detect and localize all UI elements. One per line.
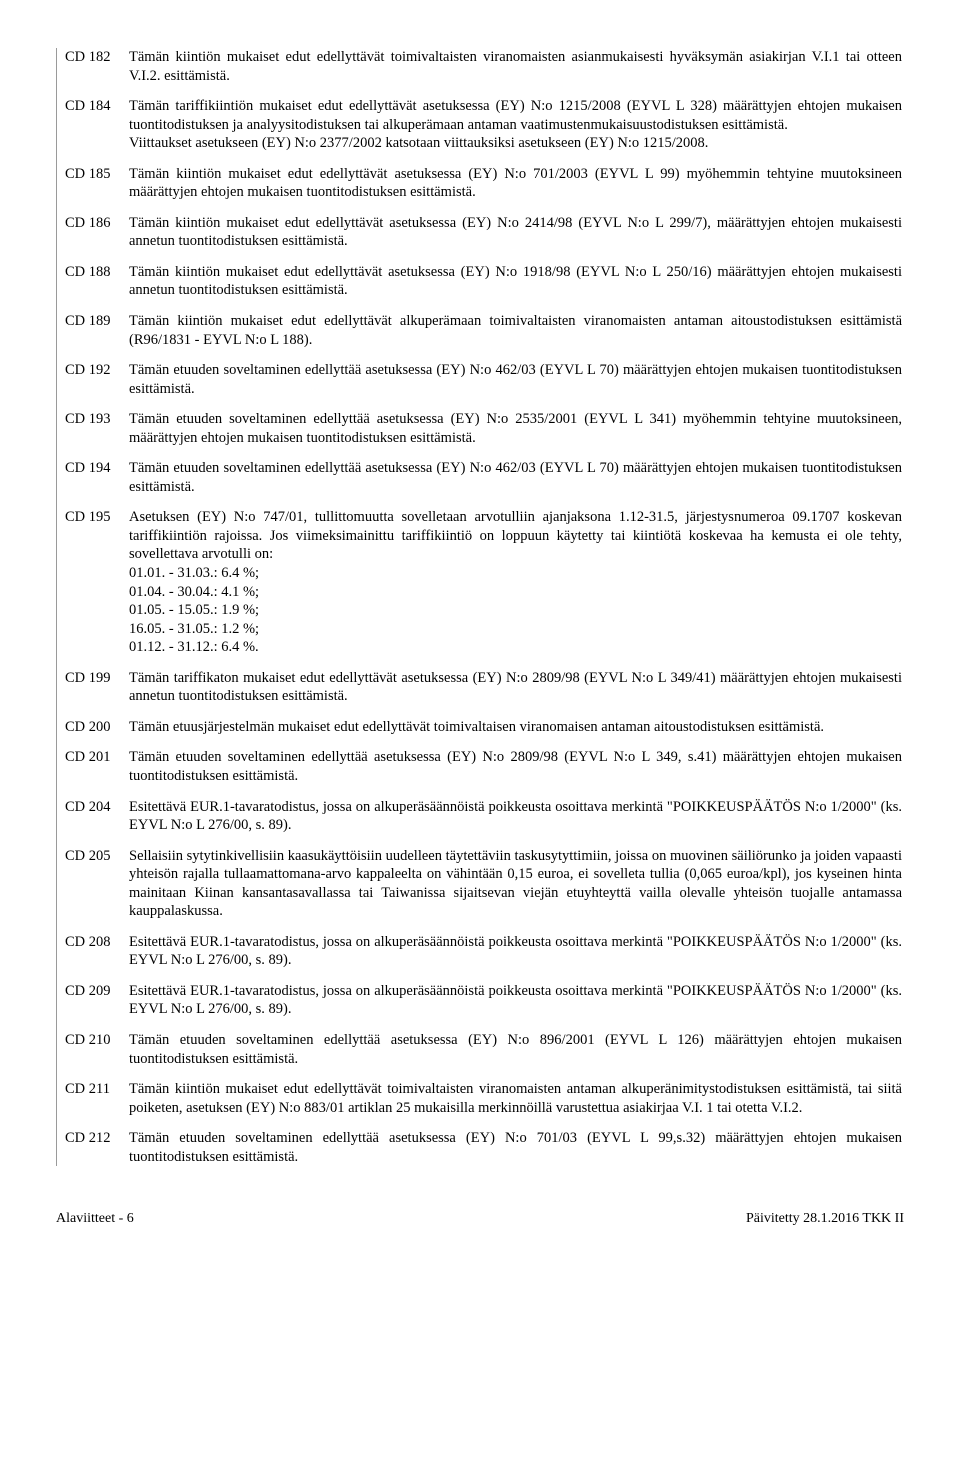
entry-row: CD 184Tämän tariffikiintiön mukaiset edu… (57, 97, 904, 153)
page-footer: Alaviitteet - 6 Päivitetty 28.1.2016 TKK… (56, 1210, 904, 1228)
entry-row: CD 189Tämän kiintiön mukaiset edut edell… (57, 312, 904, 349)
entry-code: CD 205 (57, 847, 129, 921)
entry-description: Tämän kiintiön mukaiset edut edellyttävä… (129, 1080, 904, 1117)
entry-code: CD 204 (57, 798, 129, 835)
entry-row: CD 185Tämän kiintiön mukaiset edut edell… (57, 165, 904, 202)
entry-paragraph: Tämän etuuden soveltaminen edellyttää as… (129, 410, 902, 447)
footer-right: Päivitetty 28.1.2016 TKK II (746, 1210, 904, 1228)
entry-description: Tämän tariffikiintiön mukaiset edut edel… (129, 97, 904, 153)
entry-paragraph: Tämän tariffikaton mukaiset edut edellyt… (129, 669, 902, 706)
entry-code: CD 209 (57, 982, 129, 1019)
footer-left: Alaviitteet - 6 (56, 1210, 134, 1228)
entry-code: CD 182 (57, 48, 129, 85)
entry-description: Asetuksen (EY) N:o 747/01, tullittomuutt… (129, 508, 904, 656)
entry-row: CD 199Tämän tariffikaton mukaiset edut e… (57, 669, 904, 706)
entry-row: CD 194Tämän etuuden soveltaminen edellyt… (57, 459, 904, 496)
entry-paragraph: Esitettävä EUR.1-tavaratodistus, jossa o… (129, 798, 902, 835)
entry-row: CD 212Tämän etuuden soveltaminen edellyt… (57, 1129, 904, 1166)
entry-row: CD 211Tämän kiintiön mukaiset edut edell… (57, 1080, 904, 1117)
entry-paragraph: Tämän etuuden soveltaminen edellyttää as… (129, 1129, 902, 1166)
entry-description: Esitettävä EUR.1-tavaratodistus, jossa o… (129, 933, 904, 970)
rate-line: 01.12. - 31.12.: 6.4 %. (129, 638, 902, 657)
entry-paragraph: Tämän kiintiön mukaiset edut edellyttävä… (129, 214, 902, 251)
entry-description: Tämän kiintiön mukaiset edut edellyttävä… (129, 214, 904, 251)
entry-paragraph: Tämän tariffikiintiön mukaiset edut edel… (129, 97, 902, 134)
entry-paragraph: Tämän kiintiön mukaiset edut edellyttävä… (129, 1080, 902, 1117)
entry-description: Sellaisiin sytytinkivellisiin kaasukäytt… (129, 847, 904, 921)
entry-paragraph: Tämän kiintiön mukaiset edut edellyttävä… (129, 165, 902, 202)
entry-code: CD 195 (57, 508, 129, 656)
entry-row: CD 186Tämän kiintiön mukaiset edut edell… (57, 214, 904, 251)
entry-row: CD 201Tämän etuuden soveltaminen edellyt… (57, 748, 904, 785)
entry-code: CD 189 (57, 312, 129, 349)
entry-paragraph: Sellaisiin sytytinkivellisiin kaasukäytt… (129, 847, 902, 921)
entry-code: CD 185 (57, 165, 129, 202)
entry-description: Tämän etuuden soveltaminen edellyttää as… (129, 361, 904, 398)
entry-description: Tämän tariffikaton mukaiset edut edellyt… (129, 669, 904, 706)
entry-code: CD 192 (57, 361, 129, 398)
entry-code: CD 199 (57, 669, 129, 706)
entry-row: CD 195Asetuksen (EY) N:o 747/01, tullitt… (57, 508, 904, 656)
entry-code: CD 193 (57, 410, 129, 447)
entry-code: CD 200 (57, 718, 129, 737)
entry-paragraph: Tämän etuusjärjestelmän mukaiset edut ed… (129, 718, 902, 737)
entry-row: CD 193Tämän etuuden soveltaminen edellyt… (57, 410, 904, 447)
rate-list: 01.01. - 31.03.: 6.4 %;01.04. - 30.04.: … (129, 564, 902, 657)
entry-code: CD 208 (57, 933, 129, 970)
entry-row: CD 209Esitettävä EUR.1-tavaratodistus, j… (57, 982, 904, 1019)
entry-description: Tämän kiintiön mukaiset edut edellyttävä… (129, 48, 904, 85)
rate-line: 16.05. - 31.05.: 1.2 %; (129, 620, 902, 639)
entry-description: Tämän kiintiön mukaiset edut edellyttävä… (129, 312, 904, 349)
entry-paragraph: Esitettävä EUR.1-tavaratodistus, jossa o… (129, 933, 902, 970)
entry-description: Tämän etuuden soveltaminen edellyttää as… (129, 1129, 904, 1166)
entry-description: Tämän kiintiön mukaiset edut edellyttävä… (129, 263, 904, 300)
entry-row: CD 192Tämän etuuden soveltaminen edellyt… (57, 361, 904, 398)
entry-row: CD 205Sellaisiin sytytinkivellisiin kaas… (57, 847, 904, 921)
entry-paragraph: Tämän etuuden soveltaminen edellyttää as… (129, 459, 902, 496)
entries-list: CD 182Tämän kiintiön mukaiset edut edell… (56, 48, 904, 1166)
entry-row: CD 210Tämän etuuden soveltaminen edellyt… (57, 1031, 904, 1068)
entry-code: CD 210 (57, 1031, 129, 1068)
entry-row: CD 200Tämän etuusjärjestelmän mukaiset e… (57, 718, 904, 737)
entry-paragraph: Tämän kiintiön mukaiset edut edellyttävä… (129, 263, 902, 300)
entry-description: Tämän etuusjärjestelmän mukaiset edut ed… (129, 718, 904, 737)
entry-row: CD 204Esitettävä EUR.1-tavaratodistus, j… (57, 798, 904, 835)
entry-paragraph: Viittaukset asetukseen (EY) N:o 2377/200… (129, 134, 902, 153)
entry-description: Tämän kiintiön mukaiset edut edellyttävä… (129, 165, 904, 202)
entry-paragraph: Tämän etuuden soveltaminen edellyttää as… (129, 1031, 902, 1068)
entry-code: CD 186 (57, 214, 129, 251)
entry-description: Tämän etuuden soveltaminen edellyttää as… (129, 410, 904, 447)
entry-description: Esitettävä EUR.1-tavaratodistus, jossa o… (129, 982, 904, 1019)
entry-paragraph: Tämän etuuden soveltaminen edellyttää as… (129, 748, 902, 785)
entry-paragraph: Tämän kiintiön mukaiset edut edellyttävä… (129, 312, 902, 349)
entry-paragraph: Asetuksen (EY) N:o 747/01, tullittomuutt… (129, 508, 902, 564)
entry-description: Esitettävä EUR.1-tavaratodistus, jossa o… (129, 798, 904, 835)
entry-description: Tämän etuuden soveltaminen edellyttää as… (129, 459, 904, 496)
rate-line: 01.01. - 31.03.: 6.4 %; (129, 564, 902, 583)
entry-row: CD 188Tämän kiintiön mukaiset edut edell… (57, 263, 904, 300)
entry-paragraph: Tämän etuuden soveltaminen edellyttää as… (129, 361, 902, 398)
entry-paragraph: Tämän kiintiön mukaiset edut edellyttävä… (129, 48, 902, 85)
entry-code: CD 188 (57, 263, 129, 300)
entry-code: CD 201 (57, 748, 129, 785)
entry-row: CD 182Tämän kiintiön mukaiset edut edell… (57, 48, 904, 85)
entry-description: Tämän etuuden soveltaminen edellyttää as… (129, 748, 904, 785)
entry-code: CD 194 (57, 459, 129, 496)
entry-row: CD 208Esitettävä EUR.1-tavaratodistus, j… (57, 933, 904, 970)
rate-line: 01.04. - 30.04.: 4.1 %; (129, 583, 902, 602)
rate-line: 01.05. - 15.05.: 1.9 %; (129, 601, 902, 620)
entry-paragraph: Esitettävä EUR.1-tavaratodistus, jossa o… (129, 982, 902, 1019)
entry-code: CD 212 (57, 1129, 129, 1166)
entry-description: Tämän etuuden soveltaminen edellyttää as… (129, 1031, 904, 1068)
entry-code: CD 184 (57, 97, 129, 153)
entry-code: CD 211 (57, 1080, 129, 1117)
